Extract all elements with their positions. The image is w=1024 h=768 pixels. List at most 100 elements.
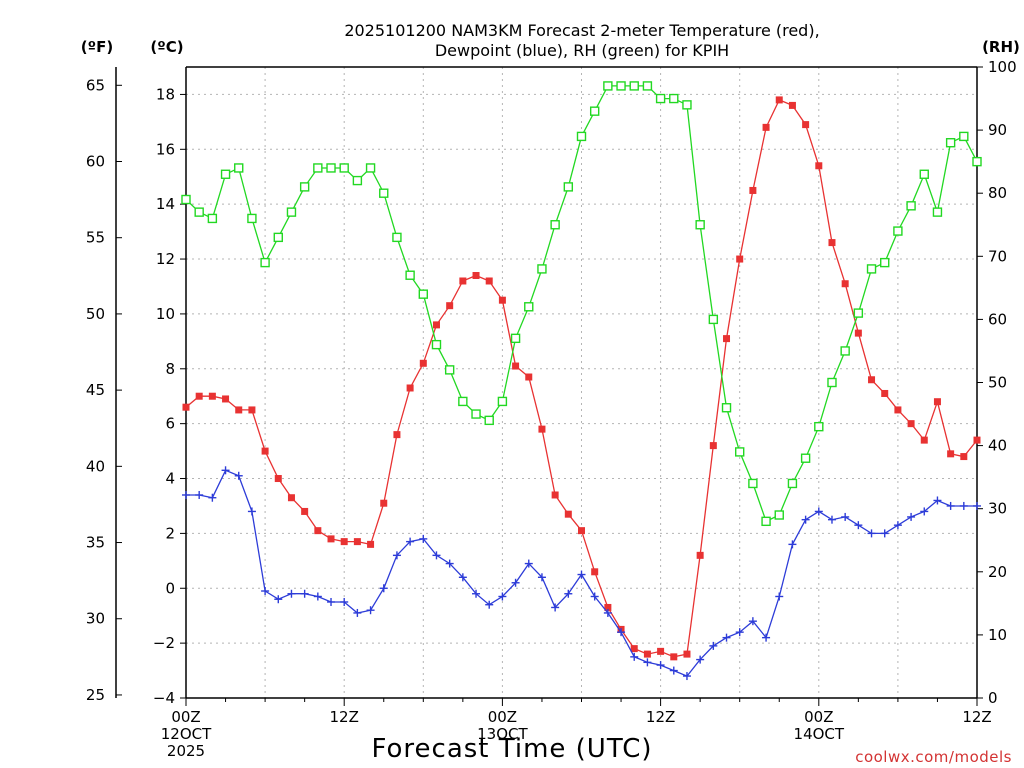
- rh-unit-label: (RH): [982, 38, 1020, 56]
- data-point: [906, 201, 916, 211]
- rh-tick-label: 30: [988, 500, 1007, 518]
- data-point: [551, 491, 559, 499]
- data-point: [432, 321, 440, 329]
- rh-tick-label: 90: [988, 121, 1007, 139]
- tick-labels: −4 −2 0 2 4 6 8 10 12 14 16 18 25 30 35 40 45 50 55 60 65 0 10…: [86, 58, 1017, 760]
- data-point: [194, 207, 204, 217]
- data-point: [247, 507, 256, 516]
- data-point: [814, 421, 824, 432]
- data-point: [353, 538, 361, 546]
- rh-tick-label: 70: [988, 247, 1007, 265]
- data-point: [235, 406, 243, 414]
- data-point: [274, 595, 283, 604]
- data-point: [946, 501, 955, 510]
- data-point: [827, 377, 837, 388]
- data-point: [945, 138, 956, 148]
- data-point: [762, 633, 771, 642]
- data-point: [866, 264, 877, 274]
- data-point: [497, 396, 508, 407]
- data-point: [828, 239, 836, 247]
- data-point: [550, 220, 560, 230]
- data-point: [748, 617, 757, 626]
- data-point: [366, 606, 375, 615]
- data-point: [498, 592, 507, 601]
- data-point: [459, 277, 467, 285]
- data-point: [379, 188, 389, 198]
- data-point: [721, 403, 732, 413]
- data-point: [800, 453, 811, 463]
- data-point: [933, 398, 941, 406]
- data-point: [458, 573, 467, 582]
- data-point: [511, 578, 520, 587]
- gridlines: [186, 67, 977, 698]
- data-point: [485, 600, 494, 609]
- data-point: [959, 131, 969, 142]
- data-point: [894, 406, 902, 414]
- data-point: [774, 510, 784, 520]
- data-point: [564, 510, 572, 518]
- data-point: [314, 527, 322, 535]
- data-point: [669, 666, 678, 675]
- data-point: [327, 535, 335, 543]
- data-point: [972, 156, 982, 167]
- rh-tick-label: 80: [988, 184, 1007, 202]
- data-point: [551, 603, 560, 612]
- data-point: [749, 186, 757, 194]
- x-tick-label: 14OCT: [794, 725, 845, 743]
- data-point: [802, 121, 810, 129]
- fahrenheit-tick-label: 55: [86, 229, 105, 247]
- data-point: [617, 628, 626, 637]
- data-point: [893, 521, 902, 530]
- rh-tick-label: 0: [988, 689, 998, 707]
- data-point: [881, 389, 889, 397]
- chart-title-line-2: Dewpoint (blue), RH (green) for KPIH: [435, 41, 729, 60]
- data-point: [471, 409, 481, 419]
- data-point: [655, 93, 666, 104]
- data-point: [748, 478, 758, 489]
- data-point: [339, 163, 349, 173]
- celsius-tick-label: 2: [165, 524, 175, 542]
- data-point: [510, 333, 521, 344]
- rh-tick-label: 50: [988, 374, 1007, 392]
- data-point: [629, 81, 639, 91]
- celsius-tick-label: −2: [153, 634, 175, 652]
- chart-title-line-1: 2025101200 NAM3KM Forecast 2-meter Tempe…: [344, 21, 819, 40]
- data-point: [590, 592, 599, 601]
- data-point: [630, 652, 639, 661]
- fahrenheit-unit-label: (ºF): [81, 38, 113, 56]
- rh-tick-label: 60: [988, 310, 1007, 328]
- rh-tick-label: 40: [988, 437, 1007, 455]
- celsius-tick-label: 6: [165, 415, 175, 433]
- data-point: [933, 496, 942, 505]
- data-point: [234, 163, 244, 173]
- data-point: [657, 647, 665, 655]
- data-point: [722, 633, 731, 642]
- data-point: [512, 362, 520, 370]
- data-point: [564, 589, 573, 598]
- celsius-tick-label: 8: [165, 360, 175, 378]
- data-point: [696, 551, 704, 559]
- data-point: [431, 339, 442, 350]
- x-tick-label: 12Z: [646, 708, 675, 726]
- x-tick-label: 2025: [167, 742, 205, 760]
- data-point: [498, 296, 506, 304]
- data-point: [868, 376, 876, 384]
- data-point: [300, 589, 309, 598]
- data-point: [827, 515, 836, 524]
- data-point: [287, 589, 296, 598]
- data-point: [603, 81, 613, 91]
- data-point: [932, 207, 943, 217]
- data-point: [247, 213, 257, 224]
- data-point: [274, 475, 282, 483]
- data-point: [418, 289, 428, 299]
- data-point: [709, 442, 717, 450]
- celsius-tick-label: 18: [156, 85, 175, 103]
- data-point: [735, 628, 744, 637]
- data-point: [444, 365, 455, 375]
- data-point: [261, 587, 270, 596]
- data-point: [604, 603, 612, 611]
- data-point: [472, 272, 480, 280]
- data-point: [538, 425, 546, 433]
- data-point: [775, 96, 783, 104]
- data-point: [379, 584, 388, 593]
